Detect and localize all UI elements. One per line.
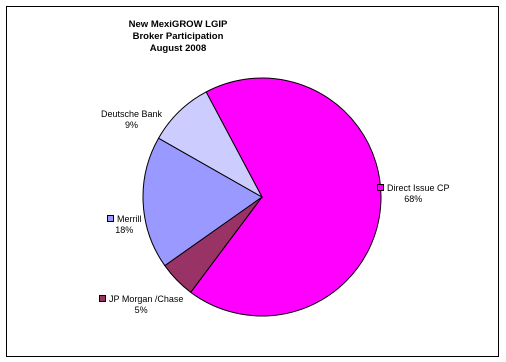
label-deutsche-bank: Deutsche Bank 9% [101, 109, 162, 131]
label-merrill: Merrill 18% [107, 214, 142, 236]
chart-frame: New MexiGROW LGIP Broker Participation A… [6, 6, 499, 357]
label-name-direct-issue-cp: Direct Issue CP [387, 183, 450, 193]
legend-swatch-merrill [107, 215, 114, 223]
chart-title-line-1: New MexiGROW LGIP [128, 19, 228, 30]
chart-title-line-2: Broker Participation [132, 31, 224, 42]
pie-chart [142, 77, 382, 317]
label-pct-direct-issue-cp: 68% [404, 194, 423, 204]
label-pct-jp-morgan-chase: 5% [134, 305, 148, 315]
label-name-deutsche-bank: Deutsche Bank [101, 109, 163, 119]
label-direct-issue-cp: Direct Issue CP 68% [377, 183, 450, 205]
label-name-merrill: Merrill [117, 214, 142, 224]
label-jp-morgan-chase: JP Morgan /Chase 5% [99, 294, 183, 316]
legend-swatch-jp-morgan-chase [99, 295, 106, 303]
legend-swatch-direct-issue-cp [377, 184, 384, 192]
label-name-jp-morgan-chase: JP Morgan /Chase [109, 294, 184, 304]
pie-slice-direct-issue-cp [190, 77, 382, 317]
label-pct-deutsche-bank: 9% [125, 120, 139, 130]
label-pct-merrill: 18% [115, 225, 134, 235]
pie-slice-merrill [142, 137, 263, 267]
chart-title-line-3: August 2008 [149, 43, 207, 54]
pie-slice-deutsche-bank [157, 91, 264, 199]
